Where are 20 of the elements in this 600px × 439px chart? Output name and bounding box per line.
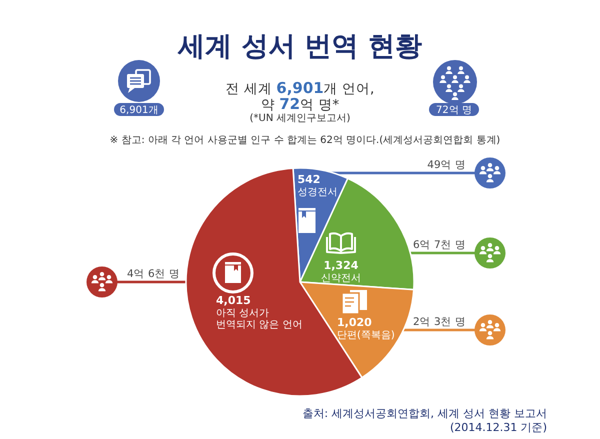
slice-label: 성경전서	[298, 187, 338, 198]
slice-label: 신약전서	[321, 273, 361, 284]
text: 6,901개	[120, 105, 158, 116]
chart-title: 세계 성서 번역 현황	[176, 31, 422, 62]
text: ※ 참고: 아래 각 언어 사용군별 인구 수 합계는 62억 명이다.(세계성서공회연합회 통계)	[110, 135, 500, 146]
text: 전 세계 6,901개 언어, 약 72억 명*	[226, 79, 374, 113]
data-label: 1,324	[324, 259, 359, 272]
source-note: 출처: 세계성서공회연합회, 세계 성서 현황 보고서	[302, 407, 547, 420]
text: (2014.12.31 기준)	[450, 421, 547, 434]
text: (*UN 세계인구보고서)	[250, 113, 350, 124]
text: 49억 명	[427, 159, 466, 171]
text: 6억 7천 명	[412, 239, 466, 251]
data-label: 4,015	[216, 294, 251, 307]
slice-label: 단편(쪽복음)	[337, 330, 395, 341]
text: 2억 3천 명	[412, 316, 466, 328]
slice-label: 아직 성서가 번역되지 않은 언어	[216, 308, 302, 330]
data-label: 542	[298, 173, 320, 186]
text: 4억 6천 명	[127, 268, 180, 280]
text: 72억 명	[436, 105, 472, 116]
data-label: 1,020	[337, 316, 372, 329]
